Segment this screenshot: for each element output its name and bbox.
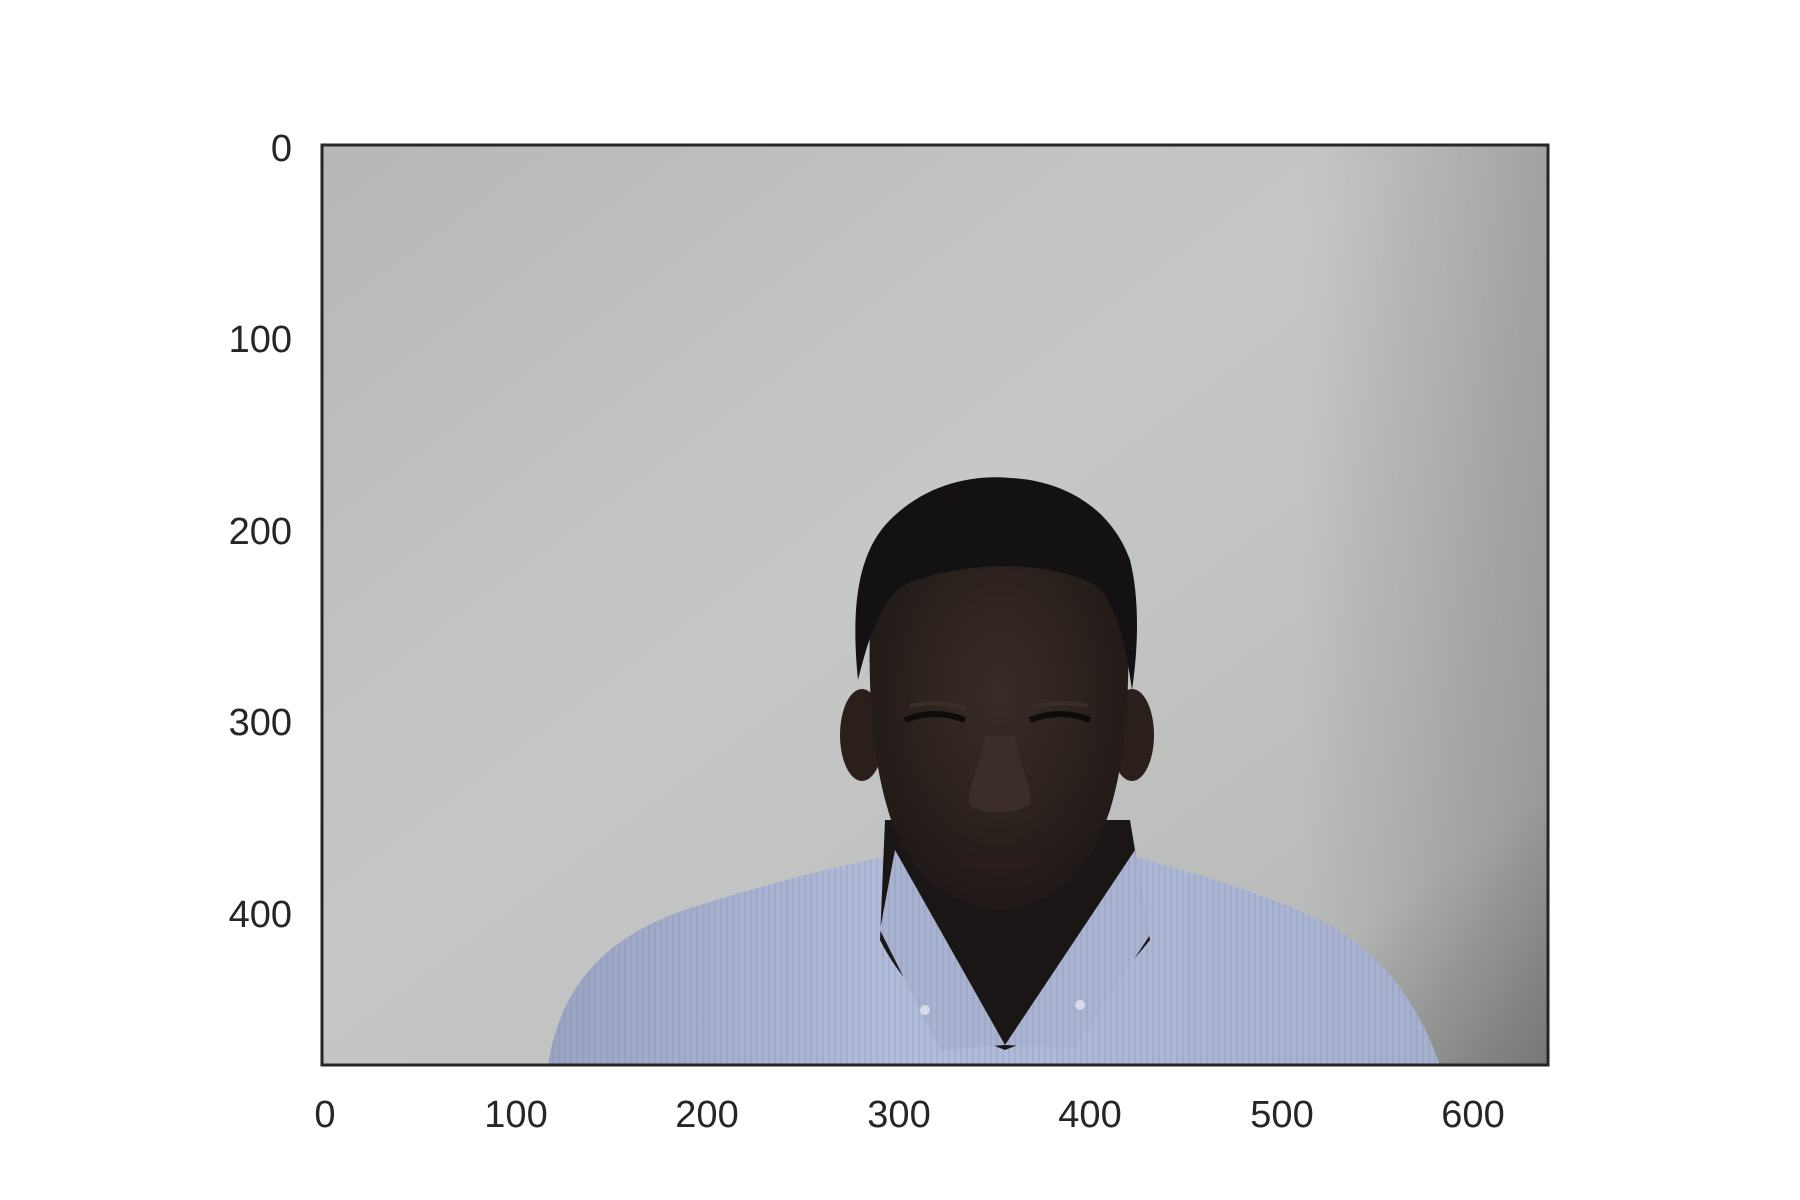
nose (968, 735, 1031, 813)
y-tick-label: 400 (229, 894, 292, 936)
x-tick-label: 100 (484, 1094, 547, 1136)
mouth (955, 854, 1045, 870)
right-eye (1028, 711, 1092, 723)
y-tick-label: 200 (229, 511, 292, 553)
y-tick-label: 100 (229, 319, 292, 361)
y-tick-label: 300 (229, 702, 292, 744)
photo-image (322, 145, 1548, 1065)
x-tick-label: 500 (1250, 1094, 1313, 1136)
face (869, 518, 1129, 910)
hair (855, 477, 1137, 690)
x-tick-label: 400 (1058, 1094, 1121, 1136)
y-tick-label: 0 (271, 128, 292, 170)
axes-frame (320, 143, 1550, 1067)
left-eye (903, 711, 967, 723)
x-tick-label: 300 (867, 1094, 930, 1136)
x-tick-label: 600 (1441, 1094, 1504, 1136)
x-tick-label: 0 (314, 1094, 335, 1136)
x-tick-label: 200 (675, 1094, 738, 1136)
